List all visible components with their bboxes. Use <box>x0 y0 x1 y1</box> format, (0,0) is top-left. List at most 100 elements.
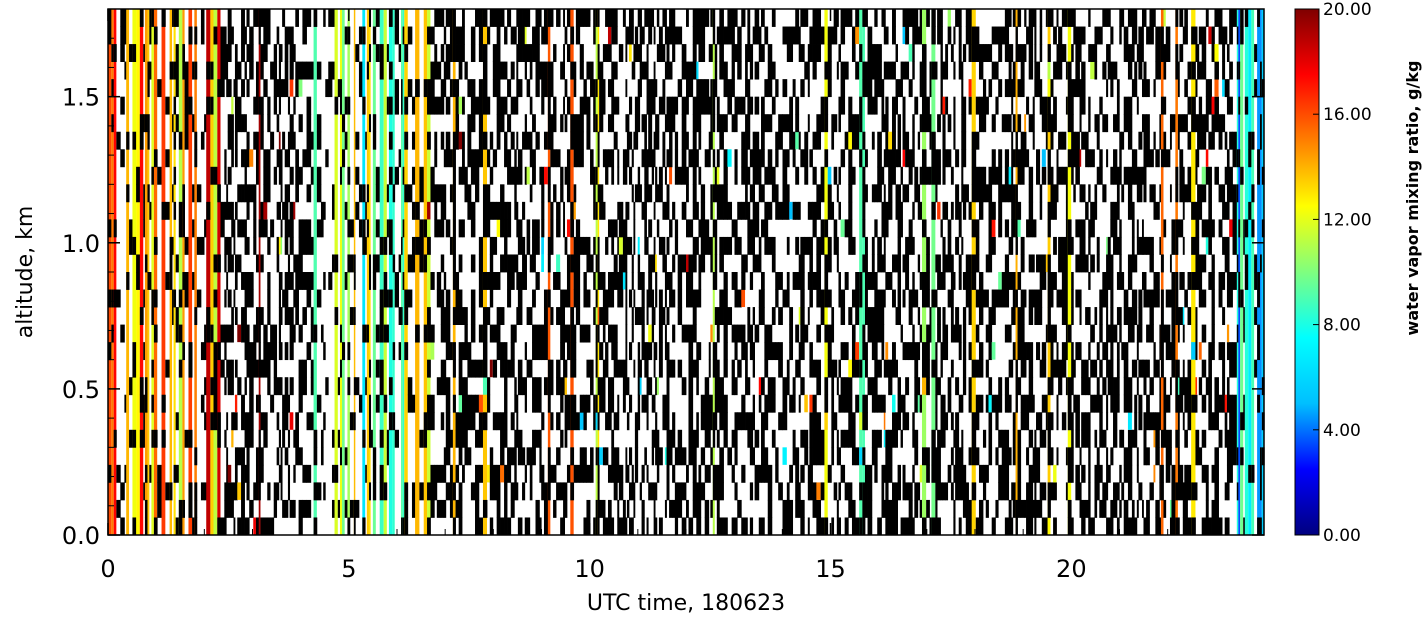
missing-cell <box>111 324 115 343</box>
missing-cell <box>1113 324 1118 343</box>
missing-cell <box>831 412 835 431</box>
missing-cell <box>696 236 699 255</box>
missing-cell <box>153 289 158 308</box>
missing-cell <box>1012 447 1016 466</box>
data-cell <box>289 412 294 430</box>
missing-cell <box>1011 517 1014 536</box>
missing-cell <box>800 272 805 290</box>
missing-cell <box>914 96 919 115</box>
missing-cell <box>1015 149 1018 168</box>
missing-cell <box>851 517 856 536</box>
missing-cell <box>204 482 207 501</box>
missing-cell <box>836 9 839 27</box>
missing-cell <box>452 394 456 413</box>
missing-cell <box>1184 114 1188 133</box>
missing-cell <box>855 394 860 413</box>
missing-cell <box>434 61 438 80</box>
missing-cell <box>771 236 776 255</box>
missing-cell <box>478 412 484 431</box>
missing-cell <box>617 359 620 378</box>
data-cell <box>855 342 860 360</box>
missing-cell <box>226 499 229 518</box>
missing-cell <box>1053 324 1057 343</box>
missing-cell <box>353 377 356 396</box>
missing-cell <box>362 184 366 203</box>
missing-cell <box>947 149 952 168</box>
missing-cell <box>1261 219 1265 238</box>
missing-cell <box>172 289 174 308</box>
data-cell <box>280 236 283 255</box>
missing-cell <box>445 96 451 115</box>
missing-cell <box>1214 61 1219 80</box>
missing-cell <box>1039 96 1043 115</box>
missing-cell <box>625 324 628 343</box>
missing-cell <box>310 272 314 290</box>
missing-cell <box>388 236 394 255</box>
missing-cell <box>1113 219 1118 238</box>
missing-cell <box>838 166 841 185</box>
missing-cell <box>734 482 738 501</box>
missing-cell <box>334 464 339 483</box>
missing-cell <box>622 377 626 396</box>
missing-cell <box>575 149 581 168</box>
missing-cell <box>824 517 829 536</box>
missing-cell <box>599 394 604 413</box>
missing-cell <box>708 429 711 448</box>
missing-cell <box>607 412 612 431</box>
missing-cell <box>1205 166 1209 185</box>
missing-cell <box>626 114 630 133</box>
missing-cell <box>566 254 571 273</box>
missing-cell <box>573 79 577 98</box>
missing-cell <box>575 26 581 45</box>
missing-cell <box>1121 131 1125 150</box>
missing-cell <box>611 149 615 168</box>
missing-cell <box>962 464 967 483</box>
missing-cell <box>607 149 612 168</box>
missing-cell <box>975 166 980 185</box>
missing-cell <box>1214 499 1219 518</box>
missing-cell <box>716 26 720 45</box>
missing-cell <box>716 482 720 501</box>
missing-cell <box>666 44 670 62</box>
missing-cell <box>692 464 697 483</box>
missing-cell <box>1259 61 1263 80</box>
missing-cell <box>1123 26 1129 45</box>
missing-cell <box>1094 44 1098 62</box>
missing-cell <box>370 429 374 448</box>
missing-cell <box>905 131 910 150</box>
missing-cell <box>851 236 856 255</box>
missing-cell <box>931 131 936 150</box>
missing-cell <box>955 201 960 220</box>
missing-cell <box>935 254 938 273</box>
missing-cell <box>902 184 906 203</box>
missing-cell <box>1155 499 1160 518</box>
missing-cell <box>605 412 609 431</box>
missing-cell <box>1058 131 1063 150</box>
missing-cell <box>633 289 636 308</box>
missing-cell <box>1012 289 1016 308</box>
missing-cell <box>1254 307 1258 325</box>
missing-cell <box>1045 9 1049 27</box>
missing-cell <box>1198 289 1203 308</box>
missing-cell <box>487 96 491 115</box>
data-column <box>366 9 369 535</box>
missing-cell <box>458 377 463 396</box>
missing-cell <box>644 166 647 185</box>
missing-cell <box>244 289 247 308</box>
missing-cell <box>462 377 465 396</box>
data-cell <box>696 61 699 80</box>
missing-cell <box>278 79 281 98</box>
missing-cell <box>978 44 984 62</box>
missing-cell <box>1079 307 1082 325</box>
missing-cell <box>686 184 689 203</box>
missing-cell <box>306 272 312 290</box>
missing-cell <box>496 412 501 431</box>
missing-cell <box>1039 184 1043 203</box>
missing-cell <box>1163 219 1167 238</box>
missing-cell <box>877 131 882 150</box>
missing-cell <box>637 9 641 27</box>
missing-cell <box>1085 412 1089 431</box>
missing-cell <box>1197 201 1200 220</box>
missing-cell <box>749 219 754 238</box>
missing-cell <box>287 131 291 150</box>
